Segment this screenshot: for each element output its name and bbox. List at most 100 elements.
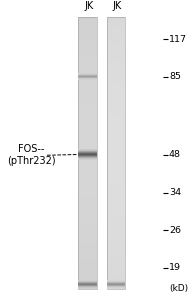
Text: (kD): (kD) <box>169 284 188 292</box>
Bar <box>78 220 97 225</box>
Bar <box>107 39 125 44</box>
Bar <box>78 26 97 30</box>
Bar <box>107 103 125 107</box>
Bar <box>78 230 97 234</box>
Bar <box>107 71 125 76</box>
Bar <box>78 275 97 280</box>
Bar <box>107 220 125 225</box>
Bar <box>107 94 125 98</box>
Bar <box>78 152 97 157</box>
Text: JK: JK <box>112 2 121 11</box>
Bar <box>78 180 97 184</box>
Bar <box>107 121 125 125</box>
Bar <box>78 89 97 94</box>
Bar <box>78 234 97 239</box>
Bar <box>107 284 125 289</box>
Bar <box>107 107 125 112</box>
Bar <box>78 198 97 202</box>
Bar <box>78 216 97 220</box>
Bar <box>78 44 97 48</box>
Text: 19: 19 <box>169 263 181 272</box>
Bar <box>107 275 125 280</box>
Bar <box>78 21 97 26</box>
Bar <box>78 57 97 62</box>
Bar <box>78 261 97 266</box>
Bar <box>78 62 97 66</box>
Bar <box>107 53 125 57</box>
Bar <box>78 134 97 139</box>
Bar <box>78 125 97 130</box>
Bar <box>107 62 125 66</box>
Bar <box>107 252 125 257</box>
Bar <box>78 30 97 34</box>
Bar <box>78 252 97 257</box>
Bar <box>78 94 97 98</box>
Bar <box>78 248 97 252</box>
Bar <box>107 239 125 243</box>
Text: 85: 85 <box>169 72 181 81</box>
Bar <box>78 16 97 21</box>
Bar <box>78 143 97 148</box>
Text: (pThr232): (pThr232) <box>7 156 56 167</box>
Bar <box>78 266 97 271</box>
Bar <box>78 39 97 44</box>
Bar <box>107 266 125 271</box>
Bar <box>107 198 125 202</box>
Bar <box>107 166 125 171</box>
Bar <box>78 175 97 180</box>
Bar <box>78 48 97 53</box>
Bar <box>78 189 97 194</box>
Bar <box>78 16 97 289</box>
Bar <box>78 271 97 275</box>
Bar <box>107 216 125 220</box>
Bar <box>78 139 97 143</box>
Bar <box>78 76 97 80</box>
Bar <box>107 225 125 230</box>
Bar <box>107 157 125 162</box>
Bar <box>107 234 125 239</box>
Bar <box>107 189 125 194</box>
Bar <box>78 194 97 198</box>
Bar <box>107 112 125 116</box>
Text: 48: 48 <box>169 150 181 159</box>
Bar <box>78 239 97 243</box>
Bar <box>78 162 97 166</box>
Bar <box>107 152 125 157</box>
Bar <box>78 280 97 284</box>
Bar <box>78 71 97 76</box>
Text: 26: 26 <box>169 226 181 235</box>
Bar <box>78 80 97 85</box>
Bar <box>107 280 125 284</box>
Bar <box>78 243 97 248</box>
Bar <box>78 98 97 103</box>
Bar <box>78 184 97 189</box>
Bar <box>78 121 97 125</box>
Bar <box>107 66 125 71</box>
Bar <box>107 30 125 34</box>
Bar <box>78 85 97 89</box>
Bar <box>107 184 125 189</box>
Bar <box>107 271 125 275</box>
Bar <box>78 225 97 230</box>
Bar <box>107 89 125 94</box>
Text: JK: JK <box>84 2 94 11</box>
Bar <box>107 16 125 289</box>
Bar <box>107 171 125 175</box>
Bar <box>107 248 125 252</box>
Bar <box>107 57 125 62</box>
Bar <box>107 230 125 234</box>
Bar <box>107 257 125 261</box>
Bar <box>107 44 125 48</box>
Bar <box>78 166 97 171</box>
Bar <box>107 26 125 30</box>
Bar <box>107 34 125 39</box>
Bar <box>107 143 125 148</box>
Bar <box>107 48 125 53</box>
Bar <box>78 116 97 121</box>
Bar <box>107 180 125 184</box>
Bar <box>107 212 125 216</box>
Bar <box>78 130 97 134</box>
Bar <box>107 175 125 180</box>
Bar <box>78 112 97 116</box>
Bar <box>78 107 97 112</box>
